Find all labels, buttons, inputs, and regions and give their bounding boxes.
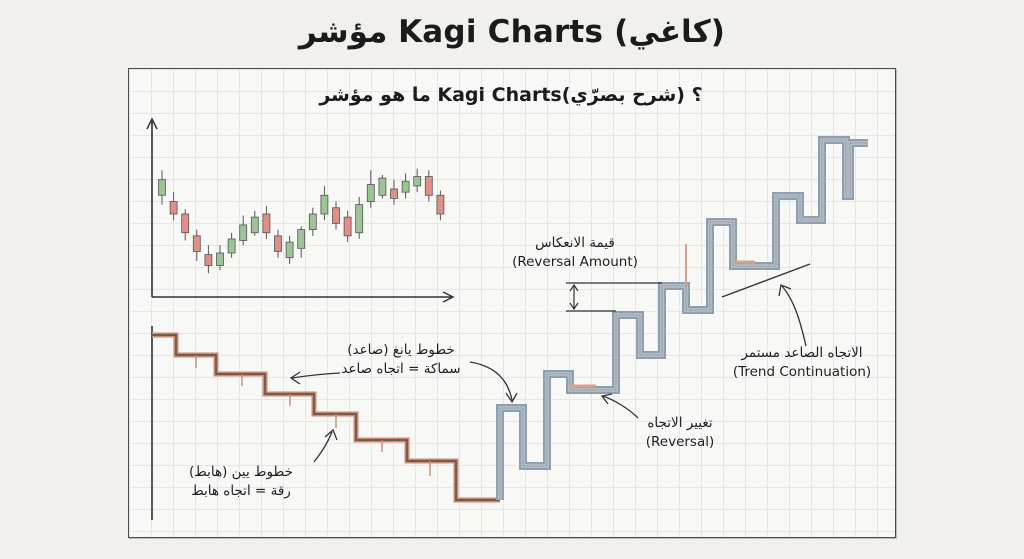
- reversal-amount-label: قيمة الانعكاس (Reversal Amount): [500, 234, 650, 272]
- bullish-candle: [378, 177, 387, 196]
- diagram-subtitle: ما هو مؤشر Kagi Charts؟ (شرح بصرّي): [319, 84, 703, 106]
- candles-group: [158, 168, 445, 274]
- bearish-candle: [274, 235, 282, 252]
- candlestick-chart: [146, 117, 455, 303]
- bearish-candle: [436, 194, 445, 215]
- candlestick-y-axis-arrow: [146, 117, 158, 130]
- yang-lines-label-1: خطوط يانغ (صاعد): [347, 342, 455, 358]
- bullish-candle: [239, 224, 248, 241]
- bearish-candle: [390, 188, 398, 199]
- trend-continuation-label-ar: الاتجاه الصاعد مستمر: [741, 345, 863, 361]
- reversal-label-ar: تغيير الاتجاه: [647, 415, 713, 431]
- reversal-label-en: (Reversal): [645, 434, 715, 450]
- bullish-candle: [297, 229, 306, 249]
- bullish-candle: [366, 183, 375, 202]
- sketch-paper: [128, 68, 896, 538]
- kagi-yin-line: [152, 332, 500, 503]
- bullish-candle: [308, 213, 317, 230]
- bearish-candle: [204, 254, 213, 266]
- yin-label-arrow: [313, 428, 338, 463]
- bearish-candle: [181, 213, 190, 234]
- yin-lines-label-1: خطوط يين (هابط): [189, 464, 293, 480]
- bullish-candle: [355, 204, 364, 234]
- bullish-candle: [285, 241, 294, 259]
- reversal-amount-label-ar: قيمة الانعكاس: [535, 235, 615, 251]
- bullish-candle: [401, 180, 410, 193]
- reversal-amount-marker: [566, 282, 662, 312]
- bullish-candle: [158, 179, 166, 196]
- reversal-amount-label-en: (Reversal Amount): [512, 254, 638, 270]
- bullish-candle: [216, 252, 224, 266]
- bearish-candle: [169, 201, 178, 215]
- bearish-candle: [262, 213, 271, 234]
- bullish-candle: [250, 216, 259, 234]
- bullish-candle: [227, 238, 236, 254]
- yang-lines-label-2: سماكة = اتجاه صاعد: [341, 361, 461, 377]
- trend-continuation-label: الاتجاه الصاعد مستمر (Trend Continuation…: [712, 344, 892, 382]
- trend-continuation-label-en: (Trend Continuation): [732, 364, 872, 380]
- reversal-label: تغيير الاتجاه (Reversal): [620, 414, 740, 452]
- page-title: مؤشر Kagi Charts (كاغي): [298, 14, 726, 50]
- yin-lines-label: خطوط يين (هابط) رقة = اتجاه هابط: [166, 463, 316, 501]
- yin-lines-label-2: رقة = اتجاه هابط: [191, 483, 291, 499]
- yang-label-arrow: [289, 361, 518, 404]
- bearish-candle: [424, 176, 433, 196]
- bearish-candle: [343, 216, 352, 237]
- bullish-candle: [320, 194, 329, 215]
- trend-continuation-annotation: [721, 263, 811, 347]
- kagi-yang-line: [496, 136, 868, 500]
- yang-lines-label: خطوط يانغ (صاعد) سماكة = اتجاه صاعد: [326, 341, 476, 379]
- bearish-candle: [192, 235, 201, 252]
- candlestick-x-axis-arrow: [442, 291, 455, 303]
- bearish-candle: [332, 207, 340, 224]
- bullish-candle: [413, 176, 422, 187]
- reversal-arrow: [600, 393, 639, 419]
